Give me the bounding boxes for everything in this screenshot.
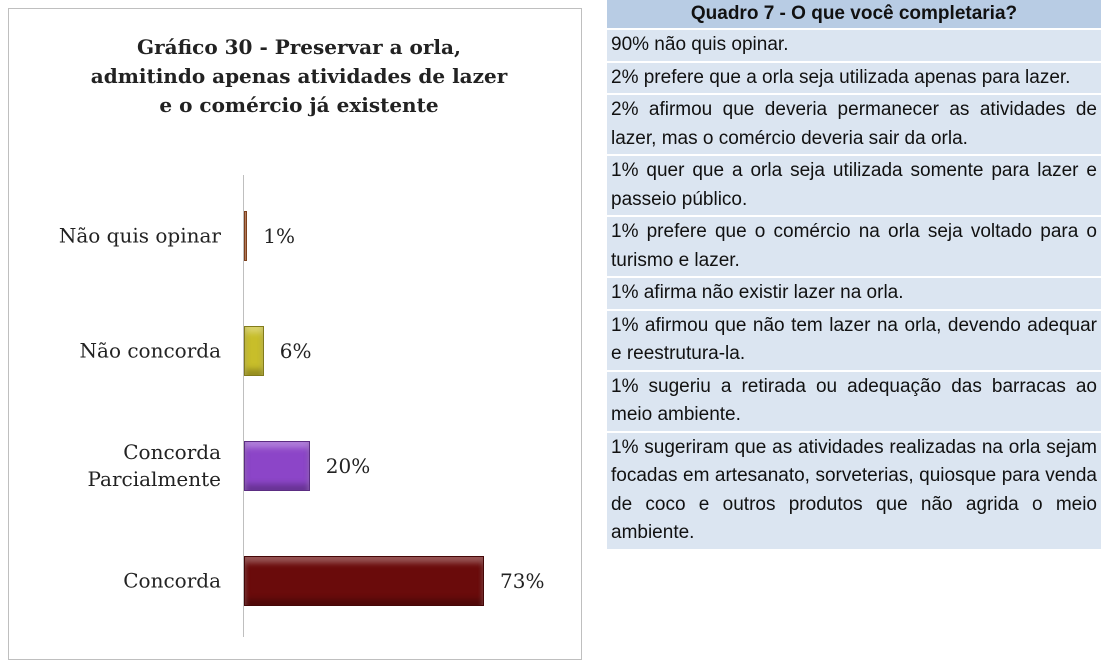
chart: Gráfico 30 - Preservar a orla, admitindo… (8, 8, 582, 660)
table-cell: 1% sugeriu a retirada ou adequação das b… (607, 370, 1101, 433)
bar (244, 326, 264, 376)
table: Quadro 7 - O que você completaria? 90% n… (607, 0, 1101, 551)
table-cell: 1% prefere que o comércio na orla seja v… (607, 216, 1101, 278)
table-cell: 1% sugeriram que as atividades realizada… (607, 431, 1101, 551)
table-row: 90% não quis opinar. (607, 29, 1101, 63)
value-label: 6% (279, 339, 312, 363)
value-label: 1% (263, 224, 296, 248)
table-row: 2% prefere que a orla seja utilizada ape… (607, 61, 1101, 95)
value-label: 20% (325, 454, 371, 478)
table-row: 1% sugeriu a retirada ou adequação das b… (607, 370, 1101, 433)
table-row: 2% afirmou que deveria permanecer as ati… (607, 94, 1101, 156)
table-cell: 1% quer que a orla seja utilizada soment… (607, 155, 1101, 217)
value-label: 73% (500, 569, 545, 593)
table-title: Quadro 7 - O que você completaria? (607, 0, 1101, 30)
table-cell: 90% não quis opinar. (607, 29, 1101, 63)
category-label: Concorda Parcialmente (87, 440, 221, 491)
bar (244, 211, 248, 261)
table-row: 1% sugeriram que as atividades realizada… (607, 431, 1101, 551)
bar (244, 441, 310, 491)
table-cell: 1% afirmou que não tem lazer na orla, de… (607, 309, 1101, 372)
bar (244, 556, 484, 606)
table-cell: 2% prefere que a orla seja utilizada ape… (607, 61, 1101, 95)
table-cell: 1% afirma não existir lazer na orla. (607, 277, 1101, 311)
table-row: 1% quer que a orla seja utilizada soment… (607, 155, 1101, 217)
table-row: 1% afirmou que não tem lazer na orla, de… (607, 309, 1101, 372)
chart-title: Gráfico 30 - Preservar a orla, admitindo… (90, 35, 508, 117)
table-row: 1% afirma não existir lazer na orla. (607, 277, 1101, 311)
table-cell: 2% afirmou que deveria permanecer as ati… (607, 94, 1101, 156)
category-label: Não quis opinar (58, 223, 221, 248)
category-label: Concorda (123, 568, 221, 593)
table-row: 1% prefere que o comércio na orla seja v… (607, 216, 1101, 278)
axis-line (243, 175, 244, 637)
category-label: Não concorda (79, 338, 221, 363)
